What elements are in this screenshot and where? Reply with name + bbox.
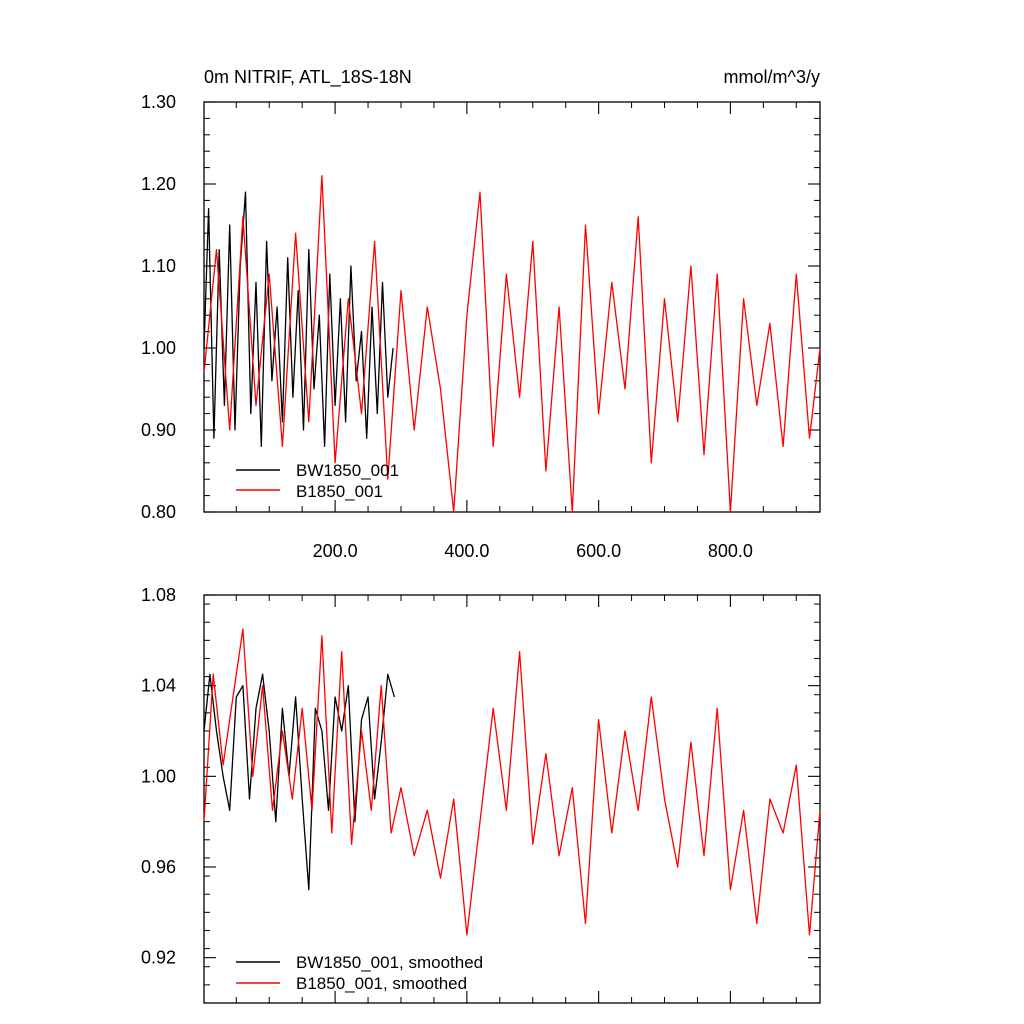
series-line-b1850 — [203, 175, 821, 513]
series-line-b1850-smoothed — [203, 628, 821, 936]
bottom-panel-ticks: 0.92 0.96 1.00 1.04 1.08 — [141, 585, 820, 1004]
y-tick-label: 1.00 — [141, 766, 176, 786]
y-tick-label: 0.96 — [141, 857, 176, 877]
y-tick-label: 0.80 — [141, 502, 176, 522]
y-tick-label: 1.00 — [141, 338, 176, 358]
series-line-bw1850-smoothed — [203, 673, 396, 891]
top-panel-frame — [203, 101, 821, 513]
legend-label-b1850: B1850_001 — [296, 482, 383, 501]
y-tick-label: 0.92 — [141, 948, 176, 968]
legend-label-bw1850: BW1850_001 — [296, 461, 399, 480]
chart-units: mmol/m^3/y — [724, 67, 820, 87]
y-tick-label: 0.90 — [141, 420, 176, 440]
bottom-panel: 0.92 0.96 1.00 1.04 1.08 BW1850_001, smoothe… — [141, 585, 821, 1004]
bottom-panel-series — [203, 628, 821, 936]
y-tick-label: 1.04 — [141, 676, 176, 696]
legend-label-bw1850-smoothed: BW1850_001, smoothed — [296, 953, 483, 972]
x-tick-label: 400.0 — [444, 541, 489, 561]
x-tick-label: 800.0 — [708, 541, 753, 561]
top-panel-series — [203, 175, 821, 513]
bottom-panel-legend: BW1850_001, smoothed B1850_001, smoothed — [236, 953, 483, 993]
y-tick-label: 1.20 — [141, 174, 176, 194]
x-tick-label: 600.0 — [576, 541, 621, 561]
y-tick-label: 1.10 — [141, 256, 176, 276]
legend-label-b1850-smoothed: B1850_001, smoothed — [296, 974, 467, 993]
top-panel-legend: BW1850_001 B1850_001 — [236, 461, 399, 501]
x-tick-label: 200.0 — [313, 541, 358, 561]
top-panel: 200.0 400.0 600.0 800.0 0.80 0.90 1.00 1.10 1.20… — [141, 92, 821, 561]
bottom-panel-frame — [203, 594, 821, 1004]
y-tick-label: 1.30 — [141, 92, 176, 112]
chart-title: 0m NITRIF, ATL_18S-18N — [204, 67, 412, 88]
series-line-bw1850 — [203, 191, 394, 448]
y-tick-label: 1.08 — [141, 585, 176, 605]
